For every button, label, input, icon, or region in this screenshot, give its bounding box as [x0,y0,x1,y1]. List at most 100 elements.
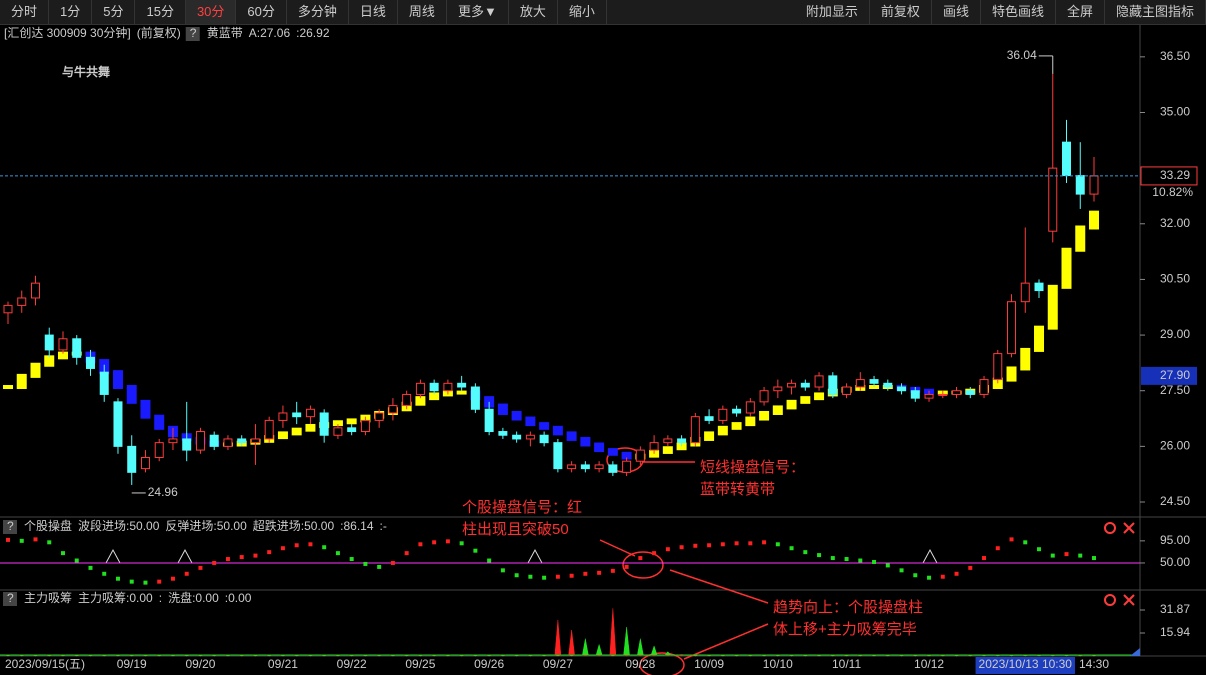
indicator-dot [940,574,945,579]
indicator-dot [74,558,79,563]
toolbar-button[interactable]: 隐藏主图指标 [1105,0,1206,24]
spike [623,627,630,656]
candle-body [44,334,54,351]
y-tick-label: 15.94 [1160,625,1190,639]
panel-icons[interactable] [1104,522,1135,606]
spike [472,654,479,657]
band-segment [30,362,41,378]
candle-body [3,304,13,314]
indicator-dot [885,563,890,568]
toolbar-button[interactable]: 附加显示 [795,0,870,24]
indicator-dot [225,557,230,562]
spike [1049,654,1056,657]
toolbar-button[interactable]: 60分 [236,0,287,24]
spike [238,654,245,657]
indicator-dot [927,575,932,580]
candle-body [374,412,384,421]
candle-body [154,442,164,458]
spike [376,654,383,657]
spike [499,654,506,657]
candle-body [704,416,714,421]
indicator-dot [459,541,464,546]
indicator-dot [514,573,519,578]
band-segment [676,442,687,451]
spike [46,654,53,657]
candle-body [787,382,797,388]
candle-body [580,464,590,470]
band-segment [1061,247,1072,289]
band-segment [415,396,426,406]
spike [788,654,795,657]
band-segment [662,446,673,454]
band-segment [580,436,591,447]
toolbar-button[interactable]: 多分钟 [287,0,349,24]
candle-body [952,390,962,395]
spike [939,654,946,657]
candle-body [828,375,838,395]
band-segment [772,405,783,415]
candle-body [567,464,577,470]
band-segment [456,390,467,395]
toolbar-button[interactable]: 更多▼ [447,0,509,24]
panel-title: 个股操盘 [24,518,72,533]
toolbar-button[interactable]: 画线 [932,0,981,24]
spike [417,654,424,657]
candle-body [924,393,934,399]
legend-item: 反弹进场:50.00 [165,519,247,533]
legend-item: :0.00 [225,591,252,605]
legend-item: 波段进场:50.00 [78,518,160,533]
toolbar-button[interactable]: 1分 [49,0,93,24]
spike [884,654,891,657]
band-segment [112,370,123,390]
spike [266,654,273,657]
candle-body [1034,282,1044,292]
toolbar-button[interactable]: 放大 [509,0,558,24]
candle-body [1048,167,1058,232]
spike [32,654,39,657]
toolbar-button[interactable]: 15分 [135,0,186,24]
candle-body [842,386,852,395]
indicator-dot [968,565,973,570]
band-segment [140,399,151,419]
indicator-dot [102,571,107,576]
candle-body [594,464,604,470]
toolbar-button[interactable]: 5分 [92,0,136,24]
band-segment [1047,284,1058,330]
toolbar-button[interactable]: 全屏 [1056,0,1105,24]
band-segment [497,403,508,415]
indicator-dot [872,559,877,564]
annotation: 短线操盘信号： [700,458,805,476]
spike [692,654,699,657]
candle-body [773,386,783,392]
spike [1090,654,1098,657]
help-box [185,27,200,41]
legend-item: 黄蓝带 [207,26,243,40]
candle-body [72,338,82,358]
toolbar-button[interactable]: 前复权 [870,0,932,24]
indicator-dot [789,546,794,551]
toolbar-button[interactable]: 特色画线 [981,0,1056,24]
toolbar-left: 分时 1分 5分 15分 30分 60分 多分钟 日线 周线 更多▼ 放大 缩小 [0,0,607,24]
indicator-dot [528,574,533,579]
indicator-dot [803,550,808,555]
toolbar-button[interactable]: 缩小 [558,0,607,24]
toolbar-button[interactable]: 日线 [349,0,398,24]
toolbar-button[interactable]: 周线 [398,0,447,24]
band-segment [759,410,770,421]
indicator-dot [982,556,987,561]
x-tick-label: 09/25 [405,657,435,671]
x-tick-label: 2023/09/15(五) [5,657,85,671]
legend-item: A:27.06 [249,26,291,40]
cursor-price-tag [1141,366,1197,385]
help-icon: ? [7,519,14,533]
toolbar-button[interactable]: 30分 [185,0,237,24]
spike [389,654,396,657]
y-tick-label: 32.00 [1160,216,1190,230]
help-icon: ? [7,591,14,605]
indicator-dot [432,540,437,545]
spike [898,654,905,657]
indicator-dot [143,580,148,585]
annotation: 个股操盘信号：红 [462,498,582,516]
toolbar-button[interactable]: 分时 [0,0,50,24]
band-segment [800,396,811,404]
